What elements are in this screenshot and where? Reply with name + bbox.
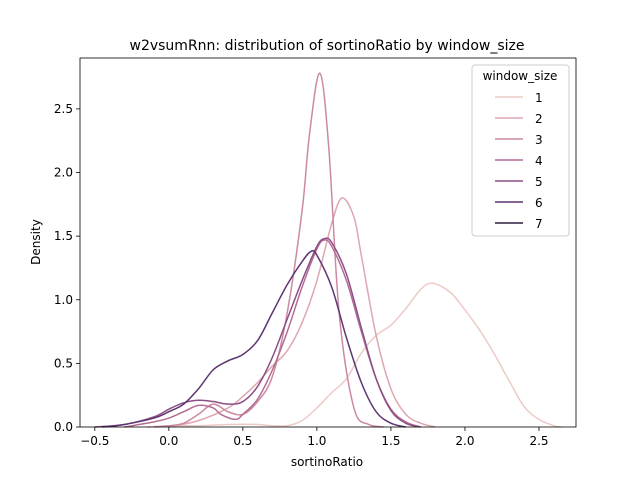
x-tick-label: 2.0 [455, 434, 474, 448]
x-tick-label: −0.5 [80, 434, 109, 448]
legend-items: 1 2 3 4 5 6 7 [495, 91, 543, 231]
chart-title: w2vsumRnn: distribution of sortinoRatio … [130, 38, 525, 54]
y-tick-label: 2.0 [54, 166, 73, 180]
y-axis: 0.0 0.5 1.0 1.5 2.0 2.5 [54, 102, 80, 434]
y-tick-label: 0.0 [54, 420, 73, 434]
y-tick-label: 1.0 [54, 293, 73, 307]
legend-label-7: 7 [535, 217, 543, 231]
y-tick-label: 1.5 [54, 229, 73, 243]
legend-label-1: 1 [535, 91, 543, 105]
y-tick-label: 0.5 [54, 356, 73, 370]
legend-label-6: 6 [535, 196, 543, 210]
y-tick-label: 2.5 [54, 102, 73, 116]
x-tick-label: 1.0 [307, 434, 326, 448]
x-axis-label: sortinoRatio [291, 455, 363, 469]
legend-box [471, 64, 570, 237]
legend-label-2: 2 [535, 112, 543, 126]
legend-label-5: 5 [535, 175, 543, 189]
density-curve-6 [102, 249, 406, 428]
x-tick-label: 2.5 [529, 434, 548, 448]
x-tick-label: 0.0 [159, 434, 178, 448]
density-curve-2 [168, 197, 436, 428]
density-curves [94, 72, 562, 428]
density-curve-5 [94, 237, 421, 428]
legend-label-4: 4 [535, 154, 543, 168]
density-curve-3 [153, 72, 384, 428]
legend: window_size 1 2 3 4 5 6 7 [471, 64, 570, 237]
plot-frame [79, 57, 577, 428]
density-curve-1 [146, 282, 562, 428]
legend-title: window_size [483, 69, 558, 83]
x-tick-label: 1.5 [381, 434, 400, 448]
x-axis: −0.5 0.0 0.5 1.0 1.5 2.0 2.5 [80, 427, 549, 448]
legend-label-3: 3 [535, 133, 543, 147]
y-axis-label: Density [29, 219, 43, 265]
x-tick-label: 0.5 [233, 434, 252, 448]
